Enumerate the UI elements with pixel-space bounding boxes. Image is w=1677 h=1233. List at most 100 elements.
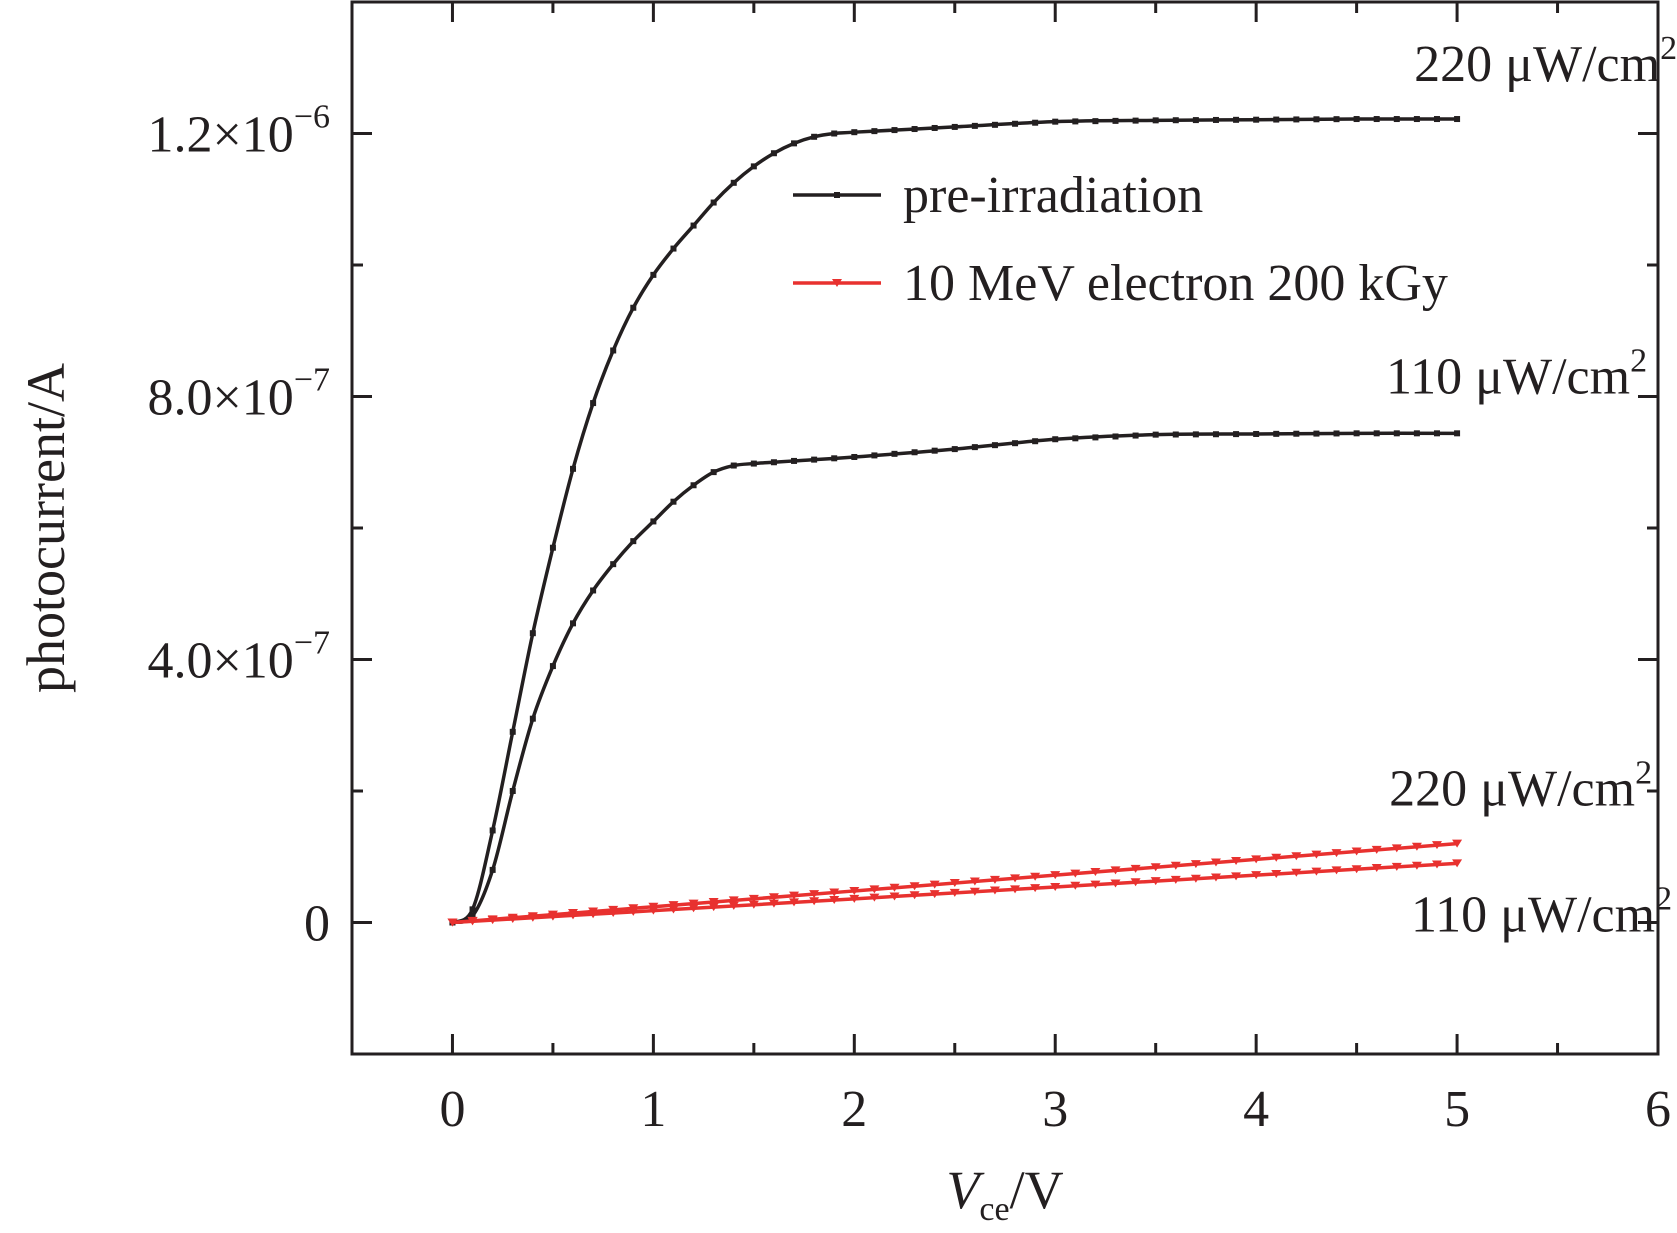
data-point xyxy=(630,304,637,311)
data-point xyxy=(1132,432,1139,439)
data-point xyxy=(971,122,978,129)
data-point xyxy=(1172,431,1179,438)
data-point xyxy=(688,899,699,908)
data-point xyxy=(1052,118,1059,125)
data-point xyxy=(1130,878,1141,887)
data-point xyxy=(809,897,820,906)
x-tick-label: 3 xyxy=(1042,1081,1068,1138)
data-point xyxy=(951,123,958,130)
data-point xyxy=(1331,866,1342,875)
data-point xyxy=(1351,865,1362,874)
data-point xyxy=(1433,116,1440,123)
data-point xyxy=(931,447,938,454)
x-tick-label: 2 xyxy=(841,1081,867,1138)
legend-label: 10 MeV electron 200 kGy xyxy=(903,255,1448,312)
data-point xyxy=(1393,430,1400,437)
series-0 xyxy=(449,116,1461,926)
data-point xyxy=(570,465,577,472)
data-point xyxy=(1454,430,1461,437)
data-point xyxy=(1072,118,1079,125)
y-tick-label: 4.0×10−7 xyxy=(147,625,330,690)
data-point xyxy=(1090,868,1101,877)
data-point xyxy=(748,900,759,909)
data-point xyxy=(1373,430,1380,437)
data-point xyxy=(1092,434,1099,441)
data-point xyxy=(1090,880,1101,889)
data-point xyxy=(1251,855,1262,864)
series-line xyxy=(451,431,1458,925)
data-point xyxy=(1271,853,1282,862)
data-point xyxy=(489,866,496,873)
data-point xyxy=(1371,845,1382,854)
data-point xyxy=(789,898,800,907)
data-point xyxy=(1192,431,1199,438)
data-point xyxy=(1452,839,1463,848)
x-tick-label: 6 xyxy=(1645,1081,1671,1138)
x-axis-title: Vce/V xyxy=(946,1160,1063,1228)
data-point xyxy=(650,271,657,278)
x-tick-label: 1 xyxy=(640,1081,666,1138)
data-point xyxy=(549,544,556,551)
data-point xyxy=(768,893,779,902)
data-point xyxy=(610,561,617,568)
data-point xyxy=(989,875,1000,884)
data-point xyxy=(1190,860,1201,869)
data-point xyxy=(1313,116,1320,123)
data-point xyxy=(789,891,800,900)
data-point xyxy=(951,446,958,453)
data-point xyxy=(911,126,918,133)
data-point xyxy=(610,347,617,354)
data-point xyxy=(467,917,478,926)
data-point xyxy=(1454,116,1461,123)
data-point xyxy=(1010,874,1021,883)
data-point xyxy=(1170,861,1181,870)
legend-marker xyxy=(832,279,842,287)
data-point xyxy=(791,457,798,464)
data-point xyxy=(1112,433,1119,440)
data-point xyxy=(869,893,880,902)
data-point xyxy=(1433,430,1440,437)
data-point xyxy=(809,890,820,899)
data-point xyxy=(909,891,920,900)
data-point xyxy=(1112,117,1119,124)
data-point xyxy=(1251,871,1262,880)
series-3 xyxy=(447,859,1463,927)
data-point xyxy=(670,245,677,252)
data-point xyxy=(1032,438,1039,445)
data-point xyxy=(1411,861,1422,870)
irradiance-label: 110 μW/cm2 xyxy=(1411,880,1672,943)
data-point xyxy=(1273,430,1280,437)
data-point xyxy=(590,587,597,594)
x-tick-label: 0 xyxy=(439,1081,465,1138)
data-point xyxy=(969,887,980,896)
data-point xyxy=(831,130,838,137)
data-point xyxy=(487,916,498,925)
data-point xyxy=(1070,881,1081,890)
data-point xyxy=(869,885,880,894)
data-point xyxy=(547,912,558,921)
data-point xyxy=(1313,430,1320,437)
data-point xyxy=(730,179,737,186)
data-point xyxy=(728,896,739,905)
irradiance-label: 220 μW/cm2 xyxy=(1389,755,1652,818)
data-point xyxy=(1271,869,1282,878)
data-point xyxy=(1353,430,1360,437)
data-point xyxy=(971,444,978,451)
data-point xyxy=(509,788,516,794)
data-point xyxy=(1253,430,1260,437)
data-point xyxy=(469,912,476,919)
data-point xyxy=(931,124,938,131)
data-point xyxy=(829,896,840,905)
data-point xyxy=(929,890,940,899)
data-point xyxy=(1351,847,1362,856)
data-point xyxy=(630,538,637,545)
data-point xyxy=(1273,116,1280,123)
data-point xyxy=(1212,431,1219,438)
legend-label: pre-irradiation xyxy=(903,167,1203,224)
data-point xyxy=(1110,879,1121,888)
data-point xyxy=(1391,862,1402,871)
data-point xyxy=(1311,867,1322,876)
data-point xyxy=(507,914,518,923)
data-point xyxy=(1291,868,1302,877)
data-point xyxy=(588,910,599,919)
